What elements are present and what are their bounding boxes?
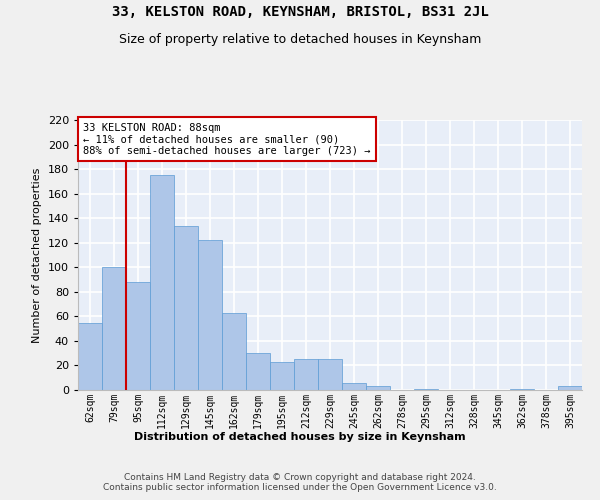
Text: 33 KELSTON ROAD: 88sqm
← 11% of detached houses are smaller (90)
88% of semi-det: 33 KELSTON ROAD: 88sqm ← 11% of detached… [83,122,371,156]
Bar [126,282,150,390]
Bar [246,353,270,390]
Bar [414,389,438,390]
Bar [510,389,534,390]
Bar [78,322,102,390]
Bar [174,226,198,390]
Bar [366,386,390,390]
Bar [222,312,246,390]
Bar [150,175,174,390]
Text: Distribution of detached houses by size in Keynsham: Distribution of detached houses by size … [134,432,466,442]
Text: Size of property relative to detached houses in Keynsham: Size of property relative to detached ho… [119,32,481,46]
Text: Contains HM Land Registry data © Crown copyright and database right 2024.
Contai: Contains HM Land Registry data © Crown c… [103,472,497,492]
Bar [270,362,294,390]
Bar [342,382,366,390]
Bar [558,386,582,390]
Bar [318,360,342,390]
Y-axis label: Number of detached properties: Number of detached properties [32,168,42,342]
Bar [102,268,126,390]
Bar [198,240,222,390]
Bar [294,360,318,390]
Text: 33, KELSTON ROAD, KEYNSHAM, BRISTOL, BS31 2JL: 33, KELSTON ROAD, KEYNSHAM, BRISTOL, BS3… [112,5,488,19]
